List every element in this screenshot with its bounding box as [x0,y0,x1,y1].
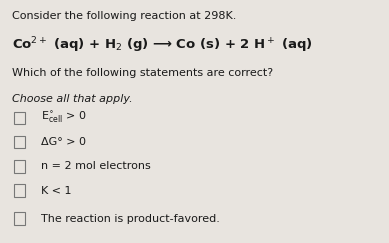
Text: ΔG° > 0: ΔG° > 0 [41,137,86,147]
Text: Choose all that apply.: Choose all that apply. [12,94,132,104]
Text: n = 2 mol electrons: n = 2 mol electrons [41,161,151,172]
Text: Which of the following statements are correct?: Which of the following statements are co… [12,68,273,78]
Text: Co$^{2+}$ (aq) + H$_2$ (g) ⟶ Co (s) + 2 H$^+$ (aq): Co$^{2+}$ (aq) + H$_2$ (g) ⟶ Co (s) + 2 … [12,35,312,55]
Text: E$^{\circ}_{\mathrm{cell}}$ > 0: E$^{\circ}_{\mathrm{cell}}$ > 0 [41,110,86,125]
Text: Consider the following reaction at 298K.: Consider the following reaction at 298K. [12,11,236,21]
Text: K < 1: K < 1 [41,186,71,196]
Text: The reaction is product-favored.: The reaction is product-favored. [41,214,220,224]
